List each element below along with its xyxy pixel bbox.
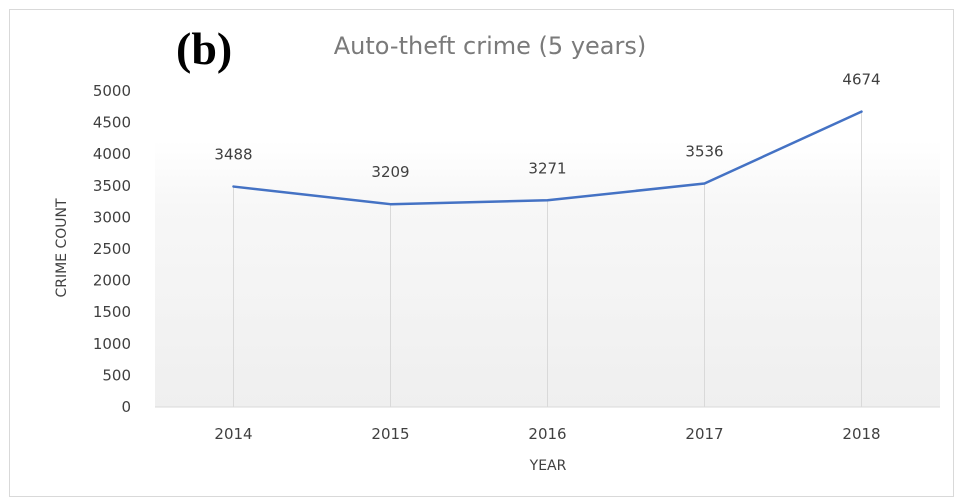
x-tick-label: 2017 — [685, 425, 723, 443]
y-tick-label: 2500 — [93, 240, 131, 258]
data-labels: 3488 3209 3271 3536 4674 — [214, 71, 880, 182]
x-tick-label: 2016 — [528, 425, 566, 443]
y-tick-label: 0 — [121, 398, 131, 416]
y-tick-label: 4000 — [93, 145, 131, 163]
series-line — [232, 110, 863, 206]
x-tick-label: 2018 — [842, 425, 880, 443]
y-tick-labels: 0 500 1000 1500 2000 2500 3000 3500 4000 4500 5000 — [93, 82, 131, 416]
y-tick-label: 4500 — [93, 114, 131, 132]
series-layer — [232, 110, 863, 206]
panel-label: (b) — [176, 23, 233, 74]
data-label: 3209 — [371, 163, 409, 181]
y-tick-label: 500 — [102, 366, 131, 384]
x-tick-label: 2015 — [371, 425, 409, 443]
data-label: 4674 — [842, 71, 880, 89]
y-tick-label: 1000 — [93, 335, 131, 353]
data-label: 3271 — [528, 159, 566, 177]
y-tick-label: 3500 — [93, 177, 131, 195]
chart-title: Auto-theft crime (5 years) — [334, 32, 646, 60]
x-axis-title: YEAR — [529, 458, 567, 474]
y-tick-label: 1500 — [93, 303, 131, 321]
y-tick-label: 2000 — [93, 272, 131, 290]
grid-lines — [233, 111, 862, 407]
data-label: 3536 — [685, 143, 723, 161]
x-tick-label: 2014 — [214, 425, 252, 443]
x-tick-labels: 2014 2015 2016 2017 2018 — [214, 425, 880, 443]
y-tick-label: 3000 — [93, 208, 131, 226]
data-label: 3488 — [214, 146, 252, 164]
y-tick-label: 5000 — [93, 82, 131, 100]
y-axis-title: CRIME COUNT — [54, 198, 70, 298]
